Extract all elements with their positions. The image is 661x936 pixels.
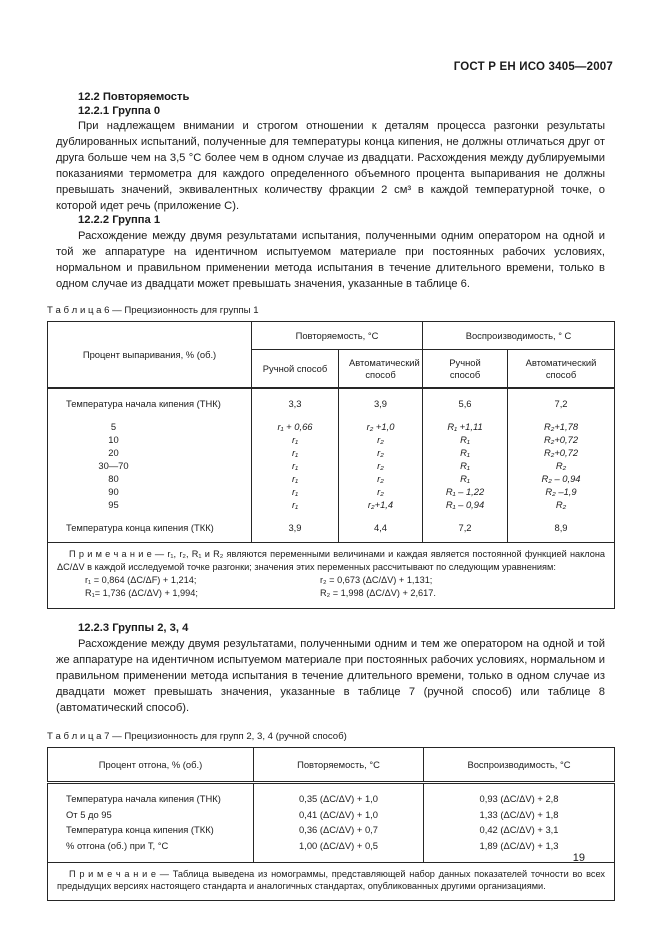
table6-sub-manual-2: Ручной способ [422,349,509,389]
table-row: % отгона (об.) при Т, °С 1,00 (ΔC/ΔV) + … [47,837,615,863]
section-heading-12-2-3: 12.2.3 Группы 2, 3, 4 [78,622,189,635]
table7-note-row: П р и м е ч а н и е — Таблица выведена и… [47,861,615,901]
table6-group-reproducibility: Воспроизводимость, ° С [422,320,616,350]
table6-equations: r₁ = 0,864 (ΔC/ΔF) + 1,214; r₂ = 0,673 (… [57,574,605,600]
table-row: 30—70 r₁ r₂ R₁ R₂ [47,459,616,472]
table-row: От 5 до 95 0,41 (ΔC/ΔV) + 1,0 1,33 (ΔC/Δ… [47,806,615,823]
table6-sub-auto-1: Автоматический способ [337,349,424,389]
table7-col-reproducibility-header: Воспроизводимость, °С [423,746,615,785]
section-heading-12-2-1: 12.2.1 Группа 0 [78,104,161,117]
table-row: 5 r₁ + 0,66 r₂ +1,0 R₁ +1,11 R₂+1,78 [47,420,616,433]
table-row: 90 r₁ r₂ R₁ – 1,22 R₂ –1,9 [47,485,616,498]
table6-sub-manual-1: Ручной способ [251,349,339,389]
table-row: 95 r₁ r₂+1,4 R₁ – 0,94 R₂ [47,498,616,511]
equation-r2: r₂ = 0,673 (ΔC/ΔV) + 1,131; [320,575,433,586]
equation-R1: R₁= 1,736 (ΔC/ΔV) + 1,994; [85,588,198,599]
page-number: 19 [572,852,585,864]
table7-caption: Т а б л и ц а 7 — Прецизионность для гру… [47,730,347,742]
table-row: Температура конца кипения (ТКК) 0,36 (ΔC… [47,822,615,838]
table6-precision-group1: Процент выпаривания, % (об.) Повторяемос… [46,320,616,610]
table7-precision-groups234: Процент отгона, % (об.) Повторяемость, °… [47,746,615,901]
equation-R2: R₂ = 1,998 (ΔC/ΔV) + 2,617. [320,588,436,599]
paragraph-group0: При надлежащем внимании и строгом отноше… [56,120,605,212]
section-heading-12-2-2: 12.2.2 Группа 1 [78,214,161,226]
table6-sub-auto-2: Автоматический способ [507,349,616,389]
table-row: 10 r₁ r₂ R₁ R₂+0,72 [47,433,616,446]
section-heading-12-2: 12.2 Повторяемость [78,91,190,103]
table6-group-repeatability: Повторяемость, °С [250,320,424,350]
table7-col-percent-header: Процент отгона, % (об.) [47,746,254,785]
table-row: Температура начала кипения (ТНК) 0,35 (Δ… [47,782,615,807]
table-row: Температура начала кипения (ТНК) 3,3 3,9… [47,388,616,420]
paragraph-groups234: Расхождение между двумя результатами, по… [56,637,605,714]
table6-col-percent-header: Процент выпаривания, % (об.) [47,320,252,389]
table7-col-repeatability-header: Повторяемость, °С [253,746,424,785]
table6-caption: Т а б л и ц а 6 — Прецизионность для гру… [47,304,259,316]
table6-note-row: П р и м е ч а н и е — r₁, r₂, R₁ и R₂ яв… [46,541,616,610]
table6-note-text: П р и м е ч а н и е — r₁, r₂, R₁ и R₂ яв… [57,549,606,572]
table-row: 80 r₁ r₂ R₁ R₂ – 0,94 [47,472,616,485]
table-row: Температура конца кипения (ТКК) 3,9 4,4 … [47,511,616,543]
table7-note-text: П р и м е ч а н и е — Таблица выведена и… [57,868,605,892]
standard-number-header: ГОСТ Р ЕН ИСО 3405—2007 [453,61,613,73]
equation-r1: r₁ = 0,864 (ΔC/ΔF) + 1,214; [85,575,197,586]
page-content: 12.2 Повторяемость 12.2.1 Группа 0 При н… [46,91,616,901]
paragraph-group1: Расхождение между двумя результатами исп… [56,229,605,290]
table-row: 20 r₁ r₂ R₁ R₂+0,72 [47,446,616,459]
